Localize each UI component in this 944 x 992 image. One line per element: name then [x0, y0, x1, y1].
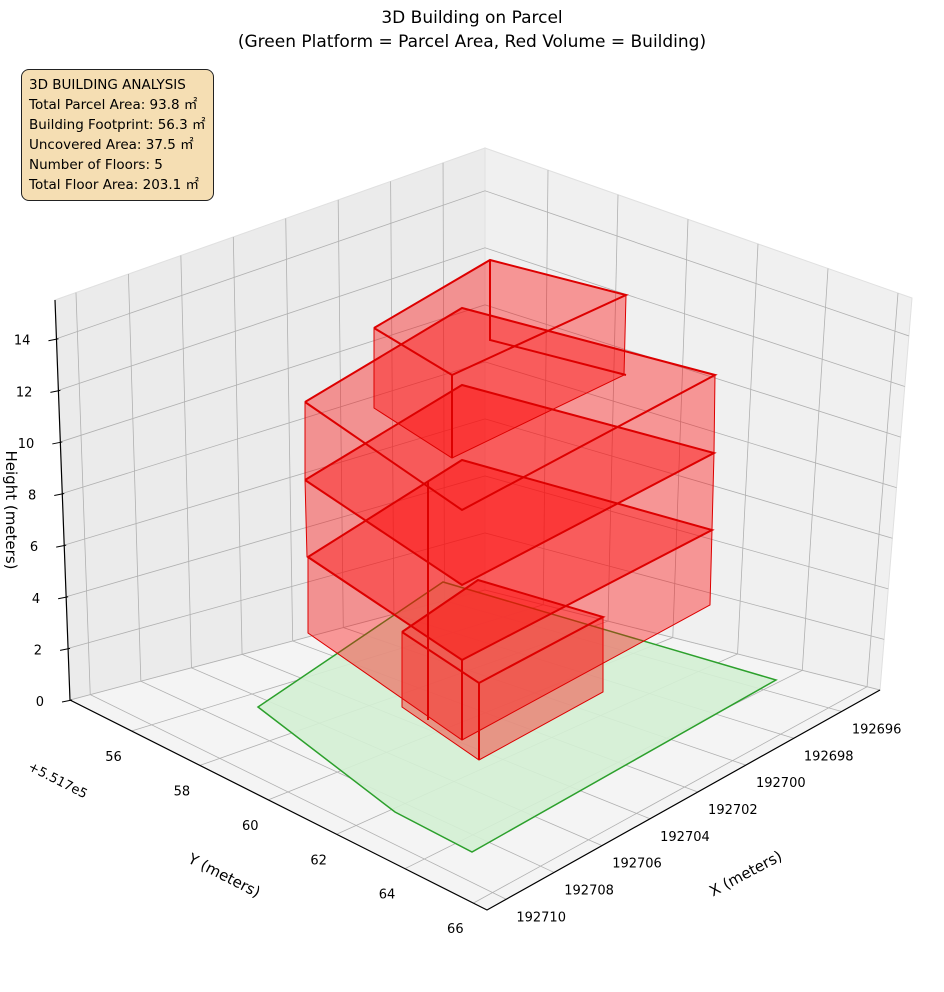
info-heading: 3D BUILDING ANALYSIS [29, 77, 186, 93]
z-tick-label: 2 [34, 643, 42, 658]
z-tick-label: 0 [36, 695, 44, 710]
x-tick-label: 192700 [756, 776, 806, 791]
x-tick-label: 192706 [612, 857, 662, 872]
building-edge [304, 306, 718, 512]
z-gridline [58, 247, 905, 391]
x-tick-label: 192696 [852, 722, 902, 737]
z-tick-label: 6 [30, 540, 38, 555]
y-tick-label: 56 [105, 750, 122, 765]
z-tick-label: 8 [28, 489, 36, 504]
y-tick-label: 64 [379, 888, 396, 903]
info-line: Uncovered Area: 37.5 ㎡ [29, 137, 194, 153]
building-edge [304, 383, 717, 587]
x-axis-label: X (meters) [706, 847, 785, 900]
info-box: 3D BUILDING ANALYSIS Total Parcel Area: … [21, 69, 214, 201]
chart-title: 3D Building on Parcel [381, 8, 563, 28]
z-gridline [69, 589, 881, 701]
z-gridline [64, 418, 893, 546]
z-gridline [66, 475, 889, 598]
z-tick-label: 14 [14, 334, 31, 349]
z-gridline [56, 190, 910, 340]
z-gridline [62, 361, 897, 494]
building-edge [307, 458, 715, 662]
info-line: Total Parcel Area: 93.8 ㎡ [29, 97, 198, 113]
x-tick-label: 192698 [804, 749, 854, 764]
building-edge [373, 258, 629, 377]
y-tick-label: 60 [242, 819, 259, 834]
x-tick-label: 192702 [708, 803, 758, 818]
y-gridline [131, 170, 549, 732]
x-tick-label: 192710 [516, 910, 566, 925]
axis-lines [54, 299, 881, 911]
x-tick-label: 192704 [660, 830, 710, 845]
y-offset-label: +5.517e5 [25, 760, 89, 803]
info-line: Building Footprint: 56.3 ㎡ [29, 117, 206, 133]
parcel-polygon [256, 581, 778, 853]
z-tick-label: 4 [32, 592, 40, 607]
y-tick-label: 62 [310, 853, 327, 868]
z-axis-label: Height (meters) [2, 451, 20, 570]
x-gridline [75, 292, 507, 900]
x-tick-label: 192708 [564, 883, 614, 898]
z-gridline [67, 532, 885, 649]
y-gridline [473, 293, 899, 904]
building-edge [401, 578, 606, 685]
y-tick-label: 66 [447, 922, 464, 937]
info-line: Number of Floors: 5 [29, 157, 163, 173]
z-tick-label: 12 [16, 385, 33, 400]
y-axis-label: Y (meters) [184, 849, 263, 901]
z-tick-label: 10 [18, 437, 35, 452]
info-line: Total Floor Area: 203.1 ㎡ [29, 177, 200, 193]
chart-subtitle: (Green Platform = Parcel Area, Red Volum… [237, 32, 707, 52]
y-tick-label: 58 [174, 784, 191, 799]
building-edge [489, 260, 627, 376]
z-gridline [60, 304, 901, 443]
